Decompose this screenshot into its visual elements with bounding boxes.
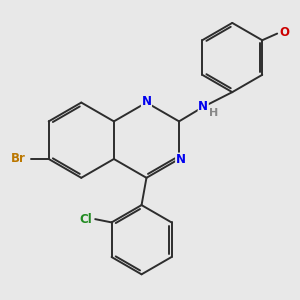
- Text: H: H: [209, 108, 218, 118]
- Text: Cl: Cl: [80, 213, 92, 226]
- Text: O: O: [279, 26, 290, 39]
- Text: N: N: [176, 153, 186, 166]
- Text: Br: Br: [11, 152, 26, 166]
- Text: N: N: [198, 100, 208, 113]
- Text: N: N: [142, 95, 152, 108]
